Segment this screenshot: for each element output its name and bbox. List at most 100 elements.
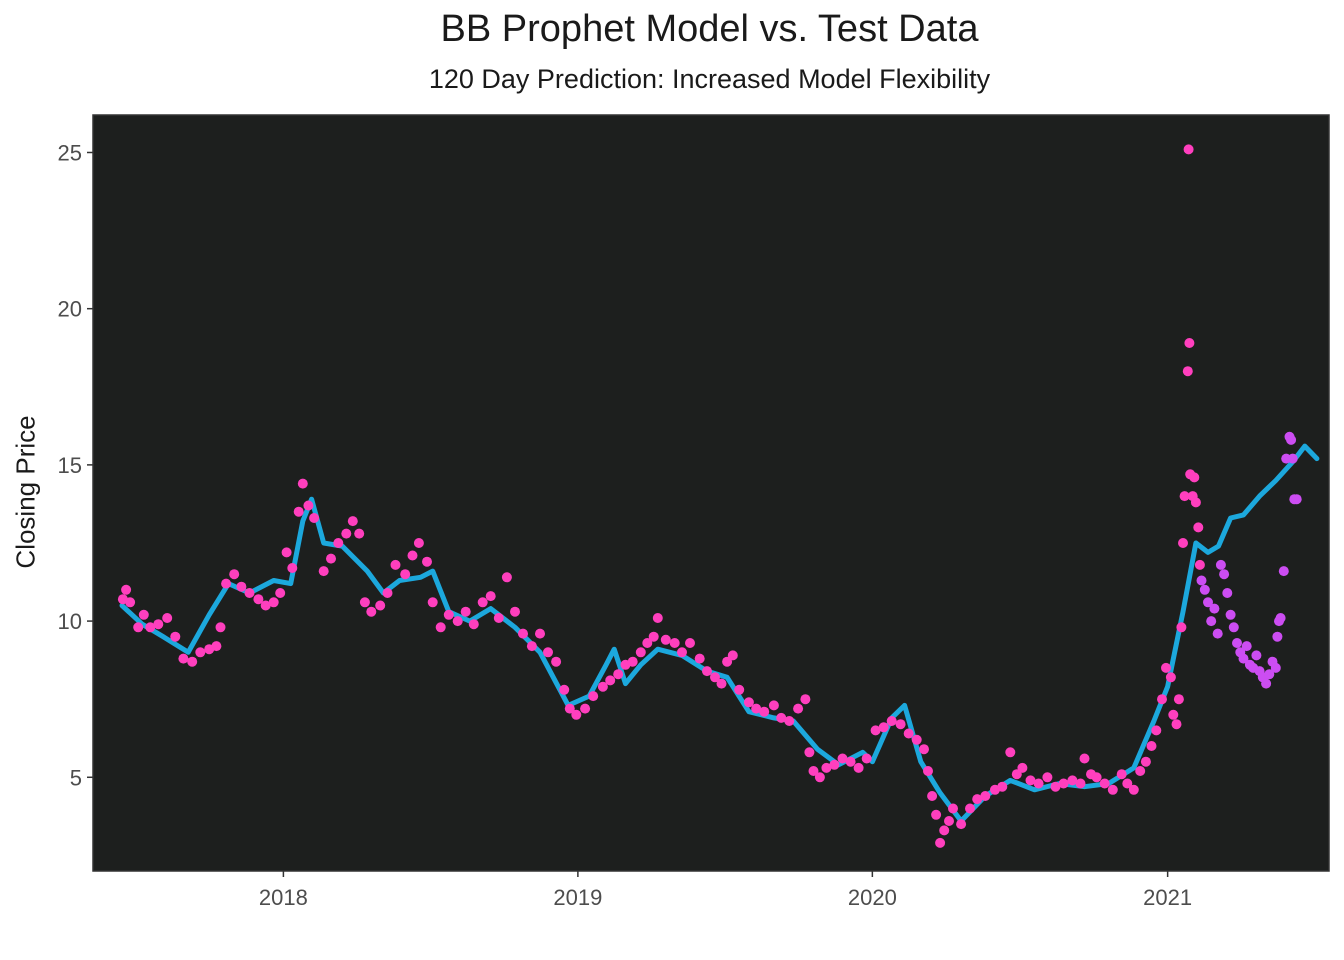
data-point — [293, 506, 304, 517]
data-point — [485, 591, 496, 602]
data-point — [1135, 766, 1146, 776]
data-point — [1291, 494, 1302, 505]
data-point — [1194, 559, 1205, 570]
data-point — [1203, 597, 1213, 608]
data-point — [1099, 778, 1110, 789]
data-point — [972, 794, 983, 805]
data-point — [1238, 653, 1249, 664]
data-point — [187, 656, 198, 667]
data-point — [1146, 741, 1157, 751]
chart-subtitle: 120 Day Prediction: Increased Model Flex… — [428, 64, 991, 94]
series-layer — [117, 144, 1320, 848]
data-point — [326, 553, 336, 564]
data-point — [759, 706, 770, 717]
data-point — [211, 641, 222, 652]
data-point — [1067, 775, 1078, 786]
data-point — [1190, 497, 1201, 508]
data-point — [935, 837, 946, 848]
data-point — [1215, 559, 1226, 570]
data-point — [597, 681, 608, 692]
x-axis: 2018 2019 2020 2021 — [259, 871, 1192, 910]
data-point — [275, 588, 286, 598]
data-point — [1179, 491, 1190, 502]
data-point — [287, 563, 298, 573]
data-point — [948, 803, 958, 814]
data-point — [1171, 719, 1182, 730]
data-point — [526, 641, 537, 652]
data-point — [1151, 725, 1162, 736]
data-point — [861, 753, 872, 764]
data-point — [878, 722, 889, 733]
data-point — [886, 716, 897, 726]
data-point — [1168, 709, 1179, 720]
data-point — [1261, 678, 1272, 689]
x-tick-label: 2020 — [848, 885, 897, 910]
data-point — [354, 528, 365, 539]
data-point — [133, 622, 144, 633]
data-point — [677, 647, 687, 658]
data-point — [268, 597, 279, 608]
data-point — [980, 791, 991, 801]
data-point — [804, 747, 815, 758]
chart-title: BB Prophet Model vs. Test Data — [440, 8, 979, 50]
data-point — [1161, 662, 1171, 673]
data-point — [493, 613, 504, 623]
data-point — [895, 719, 906, 730]
data-point — [518, 628, 528, 639]
data-point — [477, 597, 488, 608]
data-point — [121, 584, 132, 595]
data-point — [215, 622, 226, 633]
data-point — [793, 703, 804, 714]
data-point — [510, 606, 520, 617]
data-point — [435, 622, 446, 633]
data-point — [1241, 641, 1252, 652]
data-point — [125, 597, 136, 608]
data-point — [821, 762, 832, 773]
data-point — [333, 538, 344, 548]
data-point — [716, 678, 727, 689]
data-point — [642, 638, 653, 648]
data-point — [927, 791, 938, 801]
data-point — [382, 588, 393, 598]
data-point — [710, 672, 720, 683]
data-point — [1287, 453, 1298, 464]
data-point — [784, 716, 795, 726]
data-point — [829, 759, 840, 770]
data-point — [1199, 584, 1210, 595]
data-point — [236, 581, 247, 592]
data-point — [944, 816, 954, 826]
data-point — [702, 666, 712, 677]
data-point — [903, 728, 914, 739]
x-tick-label: 2018 — [259, 885, 308, 910]
data-point — [768, 700, 779, 711]
data-point — [1264, 669, 1275, 680]
data-point — [571, 709, 582, 720]
train-points — [117, 144, 1205, 848]
data-point — [1140, 756, 1151, 767]
data-point — [452, 616, 463, 627]
data-point — [870, 725, 881, 736]
data-point — [422, 556, 432, 567]
data-point — [1251, 650, 1262, 661]
y-tick-label: 15 — [58, 453, 82, 478]
x-tick-label: 2021 — [1143, 885, 1192, 910]
data-point — [1193, 522, 1204, 533]
data-point — [359, 597, 370, 608]
data-point — [1206, 616, 1217, 627]
data-point — [1212, 628, 1223, 639]
data-point — [162, 613, 173, 623]
y-tick-label: 5 — [70, 765, 82, 790]
data-point — [808, 766, 819, 776]
data-point — [669, 638, 680, 648]
data-point — [1173, 694, 1184, 705]
data-point — [281, 547, 292, 558]
y-axis: 5 10 15 20 25 — [58, 140, 93, 790]
forecast-line — [119, 443, 1320, 824]
data-point — [543, 647, 553, 658]
data-point — [309, 513, 320, 523]
data-point — [776, 712, 787, 723]
data-point — [366, 606, 377, 617]
data-point — [580, 703, 591, 714]
data-point — [1033, 778, 1044, 789]
